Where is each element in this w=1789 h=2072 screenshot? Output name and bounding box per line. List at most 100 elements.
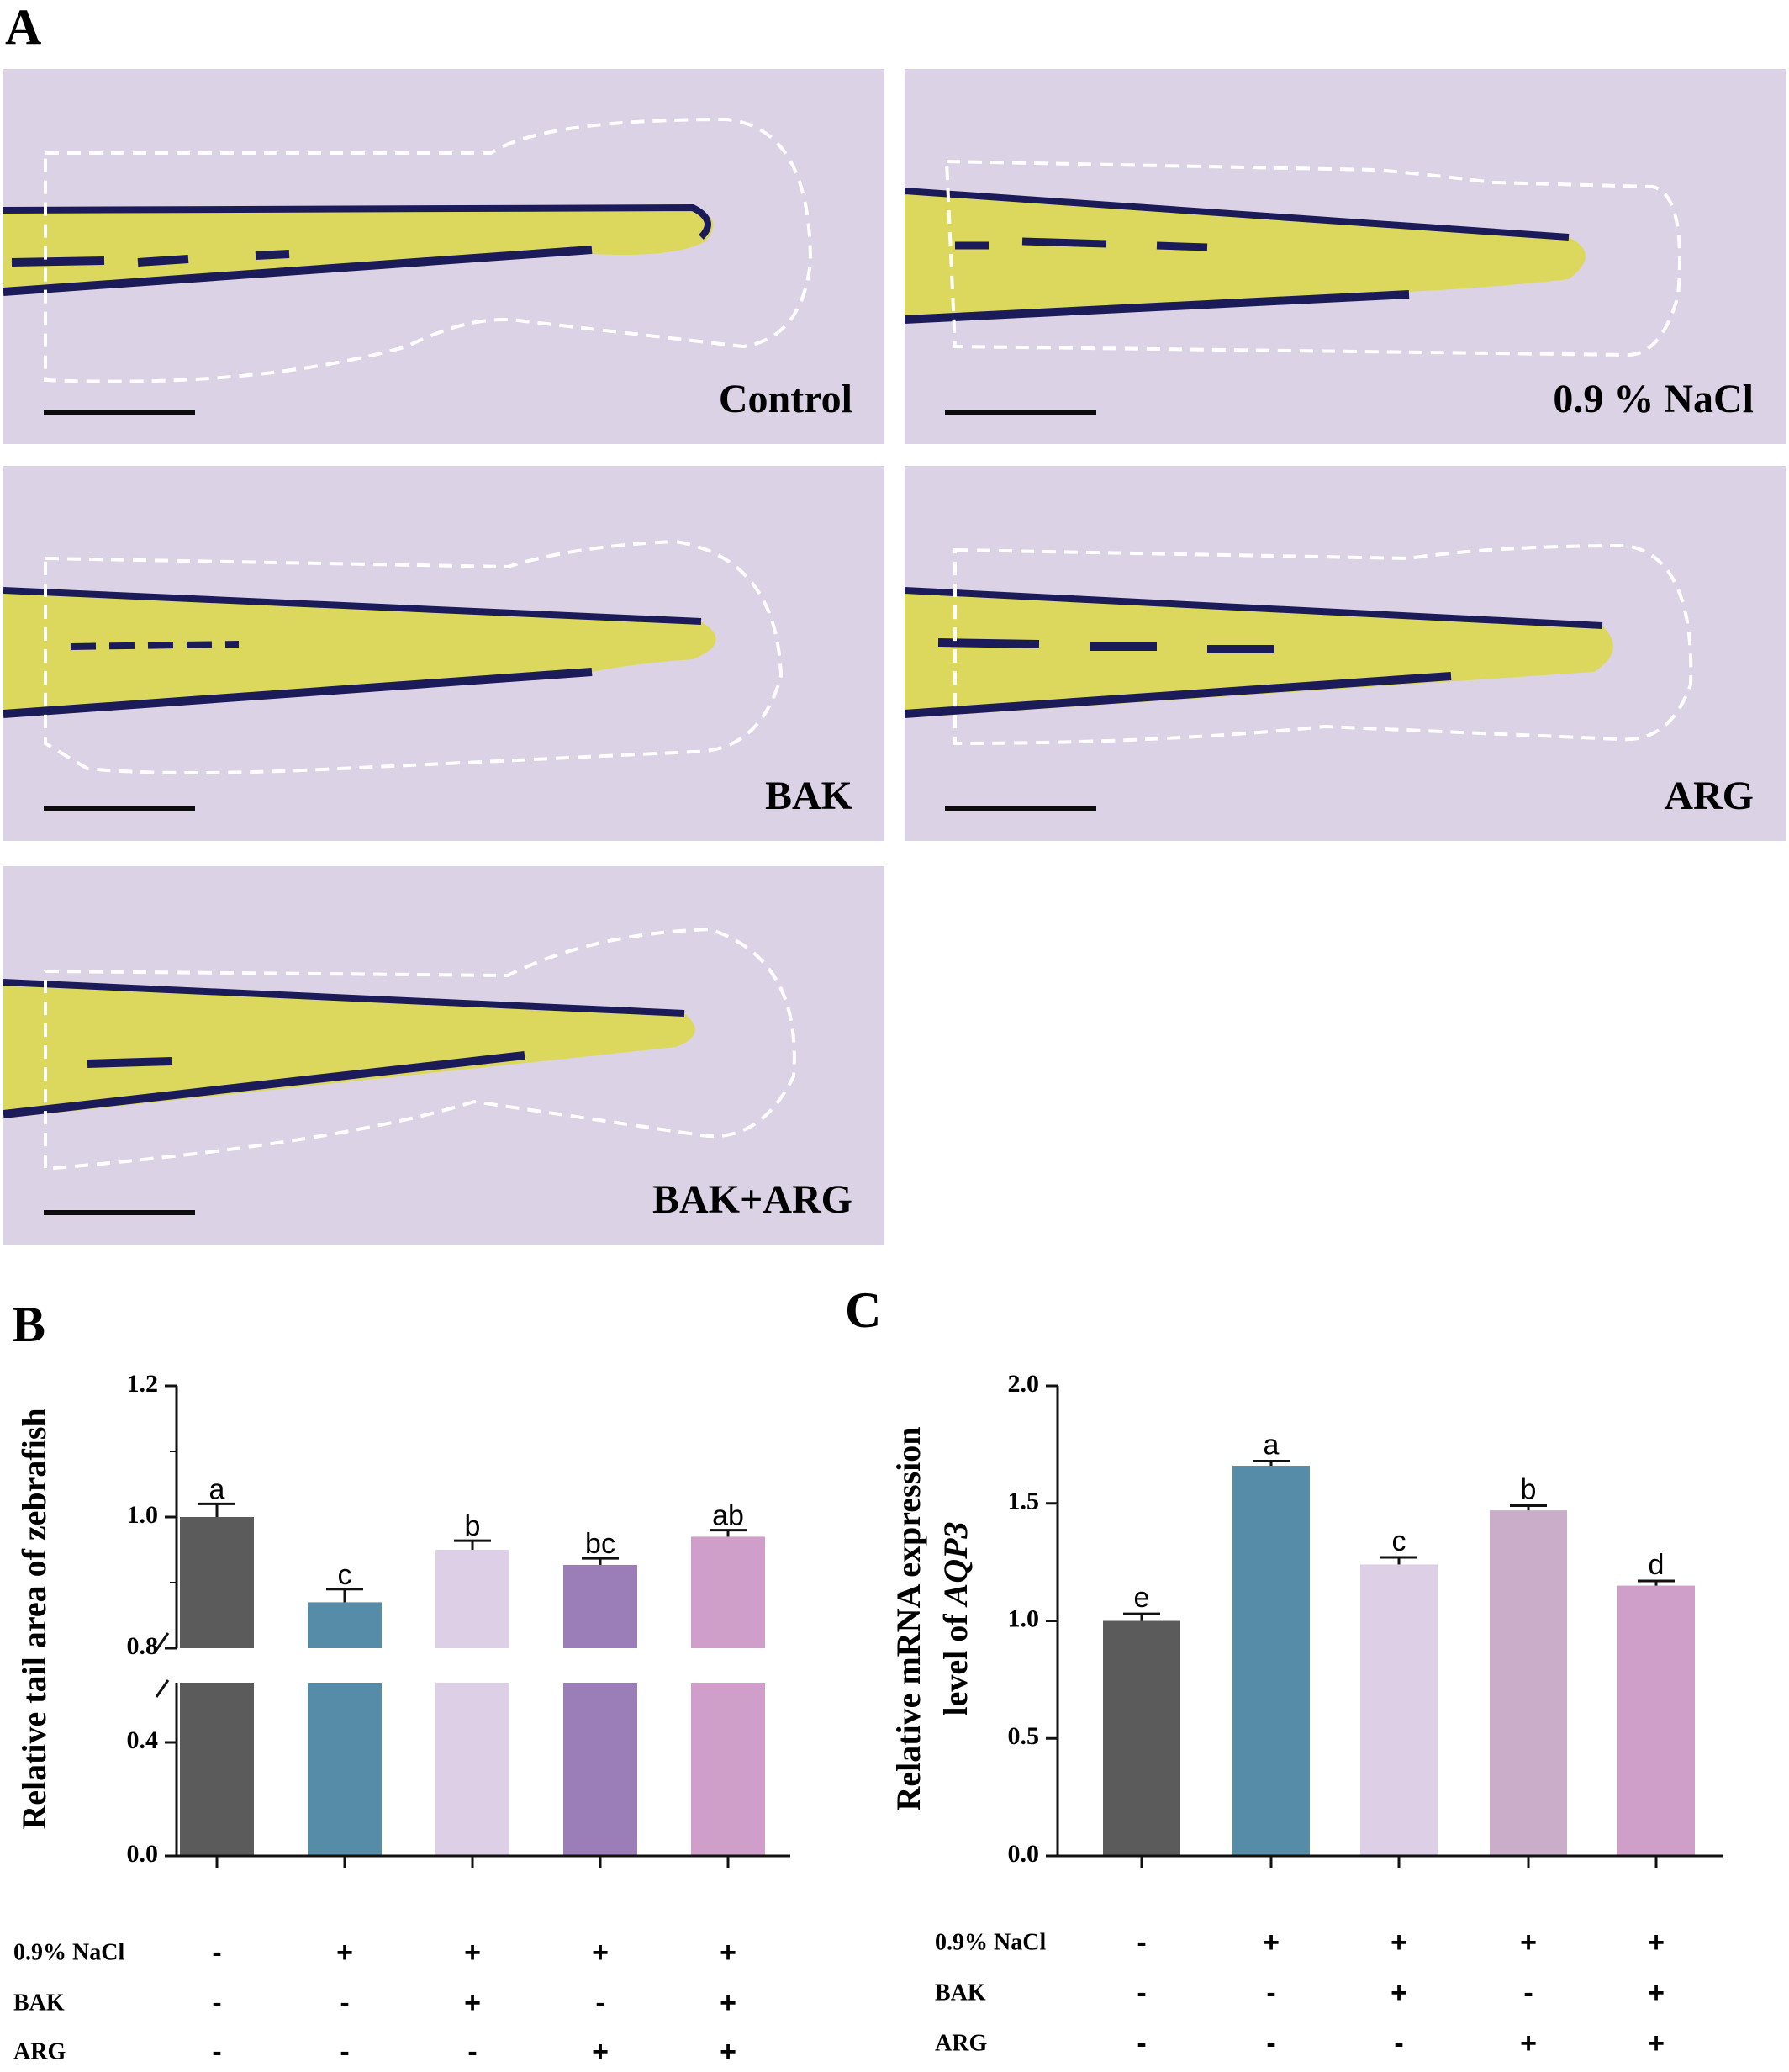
micrograph-nacl: 0.9 % NaCl — [905, 69, 1786, 444]
scale-bar — [945, 410, 1096, 415]
treatment-sign: - — [1266, 1977, 1275, 2009]
panel-label-a: A — [5, 0, 42, 55]
y-tick-label: 1.0 — [1008, 1604, 1040, 1632]
treatment-sign: + — [1391, 1927, 1407, 1958]
bar — [180, 1517, 254, 1648]
treatment-sign: + — [1520, 1927, 1537, 1958]
treatment-sign: + — [464, 1987, 481, 2019]
treatment-sign: - — [1137, 2027, 1146, 2059]
bar — [1232, 1466, 1310, 1856]
y-tick-label: 1.5 — [1008, 1488, 1040, 1515]
y-tick-label: 0.5 — [1008, 1722, 1040, 1750]
treatment-sign: + — [1520, 2027, 1537, 2059]
micrograph-label: BAK — [764, 774, 852, 818]
y-tick-label: 1.2 — [127, 1370, 159, 1398]
treatment-label: ARG — [935, 2030, 987, 2056]
significance-letter: a — [1264, 1429, 1280, 1461]
y-tick-label: 0.0 — [1008, 1840, 1040, 1868]
treatment-sign: - — [467, 2036, 477, 2068]
y-axis-title-line2: level of AQP3 — [937, 1521, 974, 1715]
micrograph-bak: BAK — [3, 466, 884, 841]
treatment-sign: - — [212, 1937, 221, 1969]
scale-bar — [44, 1210, 195, 1215]
treatment-sign: + — [1648, 1977, 1665, 2009]
axis-break-mark — [155, 1679, 170, 1698]
micrograph-label: Control — [718, 377, 852, 421]
treatment-sign: - — [340, 2036, 349, 2068]
bar-lower — [180, 1683, 254, 1856]
micrograph-arg: ARG — [905, 466, 1786, 841]
y-tick-label: 2.0 — [1008, 1370, 1040, 1398]
y-tick-label: 0.0 — [127, 1840, 159, 1868]
treatment-label: 0.9% NaCl — [935, 1929, 1046, 1955]
bar — [563, 1564, 637, 1648]
y-tick-label: 1.0 — [127, 1501, 159, 1529]
scale-bar — [44, 410, 195, 415]
treatment-sign: - — [212, 1987, 221, 2019]
significance-letter: a — [209, 1473, 225, 1505]
bar — [435, 1550, 509, 1648]
treatment-sign: + — [1648, 2027, 1665, 2059]
significance-letter: e — [1134, 1582, 1150, 1614]
treatment-sign: + — [1391, 1977, 1407, 2009]
micrograph-label: ARG — [1664, 774, 1754, 818]
zebrafish-tail-image — [905, 159, 1681, 357]
scale-bar — [945, 806, 1096, 811]
treatment-sign: + — [1648, 1927, 1665, 1958]
bar — [1103, 1620, 1180, 1856]
treatment-sign: + — [720, 1987, 736, 2019]
treatment-sign: - — [595, 1987, 604, 2019]
significance-letter: c — [338, 1559, 352, 1591]
bar-lower — [563, 1683, 637, 1856]
bar — [1490, 1510, 1567, 1856]
bar — [308, 1602, 382, 1648]
bar — [1617, 1585, 1695, 1856]
zebrafish-tail-image — [3, 117, 813, 383]
treatment-sign: - — [340, 1987, 349, 2019]
micrograph-label: 0.9 % NaCl — [1553, 377, 1754, 421]
treatment-sign: + — [720, 1937, 736, 1969]
bar — [691, 1536, 765, 1648]
y-tick-label: 0.8 — [127, 1632, 159, 1660]
zebrafish-tail-image — [905, 543, 1693, 746]
significance-letter: b — [1521, 1474, 1537, 1506]
treatment-label: ARG — [13, 2038, 66, 2064]
y-axis-title-gene: AQP3 — [937, 1521, 974, 1608]
panel-label-c: C — [845, 1282, 882, 1338]
significance-letter: c — [1392, 1525, 1406, 1557]
treatment-sign: - — [1266, 2027, 1275, 2059]
treatment-sign: + — [464, 1937, 481, 1969]
treatment-sign: - — [1137, 1927, 1146, 1958]
treatment-sign: + — [592, 1937, 609, 1969]
treatment-sign: + — [592, 2036, 609, 2068]
micrograph-label: BAK+ARG — [652, 1177, 852, 1222]
treatment-sign: + — [720, 2036, 736, 2068]
bar-lower — [435, 1683, 509, 1856]
bar — [1360, 1564, 1438, 1856]
treatment-sign: + — [336, 1937, 353, 1969]
y-axis-title: Relative tail area of zebrafish — [15, 1408, 53, 1829]
micrograph-bak-arg: BAK+ARG — [3, 866, 884, 1245]
y-axis-title-line1: Relative mRNA expression — [889, 1427, 927, 1811]
treatment-label: BAK — [935, 1980, 986, 2006]
treatment-label: BAK — [13, 1990, 65, 2016]
treatment-sign: - — [1523, 1977, 1533, 2009]
zebrafish-tail-image — [3, 539, 784, 774]
significance-letter: d — [1649, 1549, 1665, 1581]
treatment-label: 0.9% NaCl — [13, 1939, 124, 1965]
treatment-sign: - — [1394, 2027, 1403, 2059]
bar-lower — [691, 1683, 765, 1856]
panel-label-b: B — [12, 1297, 46, 1352]
treatment-sign: + — [1263, 1927, 1280, 1958]
micrograph-control: Control — [3, 69, 884, 444]
axis-break-mark — [155, 1632, 170, 1651]
treatment-sign: - — [212, 2036, 221, 2068]
zebrafish-tail-image — [3, 927, 796, 1171]
significance-letter: b — [465, 1510, 481, 1542]
bar-lower — [308, 1683, 382, 1856]
y-axis-title-prefix: level of — [937, 1605, 974, 1715]
y-tick-label: 0.4 — [127, 1726, 159, 1754]
scale-bar — [44, 806, 195, 811]
